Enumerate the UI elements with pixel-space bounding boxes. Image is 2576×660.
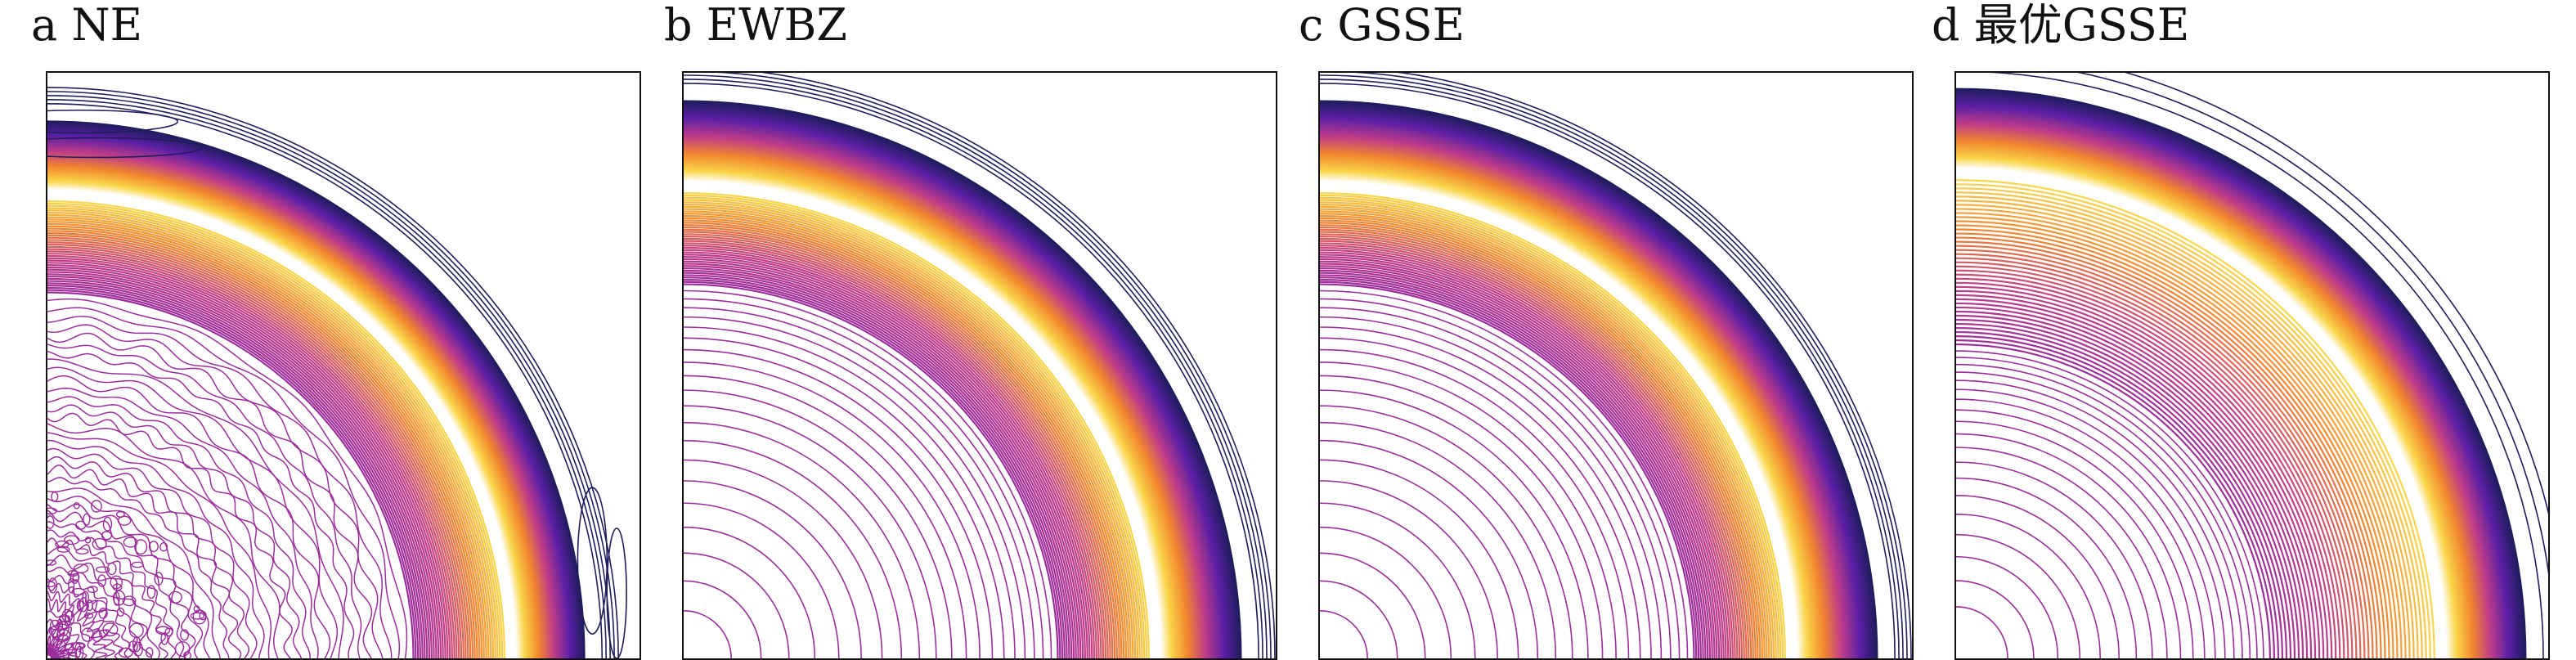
noise-speck <box>76 549 88 554</box>
panel-b-label: b <box>664 0 693 51</box>
inner-contour <box>1956 410 2205 658</box>
panel-a-title: a NE <box>31 3 142 47</box>
noise-speck <box>118 608 124 617</box>
noise-speck <box>133 642 142 656</box>
panel-c-label: c <box>1299 0 1323 51</box>
noise-speck <box>102 532 112 540</box>
inner-band-contour <box>1320 282 1696 658</box>
noise-speck <box>169 591 182 603</box>
inner-contour <box>1956 351 2264 658</box>
panel-c-name: GSSE <box>1337 0 1465 51</box>
band-contour <box>684 184 1158 658</box>
panel-a-name: NE <box>71 0 142 51</box>
inner-band-contour <box>1956 287 2327 658</box>
noise-speck <box>52 492 58 501</box>
panel-b-name: EWBZ <box>707 0 847 51</box>
panel-c-title: c GSSE <box>1299 3 1465 47</box>
inner-contour <box>1956 462 2152 658</box>
inner-contour <box>1320 423 1555 658</box>
panel-a-plot <box>46 71 641 660</box>
panel-d-name: 最优GSSE <box>1974 0 2190 51</box>
panel-b-contours <box>684 73 1276 658</box>
inner-contour <box>1956 478 2136 658</box>
panel-d-contours <box>1956 73 2548 658</box>
noisy-contour <box>47 367 337 658</box>
inner-contour <box>1320 581 1398 658</box>
noise-speck <box>132 562 143 567</box>
inner-contour <box>684 441 901 658</box>
noise-speck <box>74 503 79 509</box>
inner-contour <box>1956 372 2242 658</box>
panel-c-plot <box>1318 71 1914 660</box>
inner-band-contour <box>1956 344 2270 658</box>
panel-d-plot <box>1954 71 2550 660</box>
inner-contour <box>684 460 882 658</box>
panel-d-title: d 最优GSSE <box>1932 3 2189 47</box>
inner-contour <box>1320 460 1519 658</box>
inner-contour <box>1956 389 2225 658</box>
noise-speck <box>104 517 112 531</box>
inner-contour <box>684 503 839 658</box>
noisy-contour <box>47 496 209 658</box>
noise-speck <box>129 623 143 637</box>
inner-contour <box>1320 327 1651 658</box>
inner-contour <box>684 423 919 658</box>
inner-contour <box>1956 557 2058 658</box>
inner-contour <box>1320 503 1475 658</box>
panel-d-label: d <box>1932 0 1960 51</box>
noise-speck <box>76 521 86 529</box>
stray-contour <box>577 487 607 634</box>
noisy-contour <box>47 488 220 658</box>
inner-contour <box>1320 375 1603 658</box>
inner-contour <box>1320 553 1425 658</box>
panel-b-plot <box>682 71 1277 660</box>
inner-contour <box>684 611 731 658</box>
inner-contour <box>1320 481 1497 658</box>
inner-contour <box>1956 535 2080 658</box>
inner-contour <box>684 390 952 658</box>
inner-contour <box>1320 528 1451 658</box>
inner-contour <box>1956 399 2215 658</box>
noise-speck <box>83 514 90 525</box>
inner-contour <box>1956 447 2167 658</box>
inner-contour <box>684 481 861 658</box>
stray-contour <box>607 528 626 658</box>
inner-contour <box>1320 299 1680 658</box>
inner-contour <box>1956 434 2180 658</box>
noisy-contour <box>47 457 249 658</box>
inner-contour <box>1956 365 2250 658</box>
inner-contour <box>684 553 789 658</box>
inner-contour <box>684 581 761 658</box>
inner-contour <box>1956 581 2034 658</box>
inner-contour <box>1320 611 1367 658</box>
noise-speck <box>147 586 155 599</box>
inner-band-contour <box>684 282 1060 658</box>
noise-speck <box>65 536 79 545</box>
band-contour <box>1320 184 1794 658</box>
inner-contour <box>684 327 1015 658</box>
inner-contour <box>1320 441 1537 658</box>
inner-contour <box>1320 390 1588 658</box>
panel-a-label: a <box>31 0 57 51</box>
inner-band-contour <box>47 293 414 659</box>
inner-contour <box>684 299 1043 658</box>
panel-b-title: b EWBZ <box>664 3 847 47</box>
inner-contour <box>684 528 815 658</box>
inner-contour <box>1956 607 2008 658</box>
noise-speck <box>117 512 125 518</box>
panel-c-contours <box>1320 73 1912 658</box>
panel-a-contours <box>47 73 640 658</box>
inner-band-contour <box>1956 299 2315 658</box>
noisy-contour <box>47 413 292 658</box>
noise-speck <box>135 540 147 554</box>
inner-contour <box>684 375 967 658</box>
